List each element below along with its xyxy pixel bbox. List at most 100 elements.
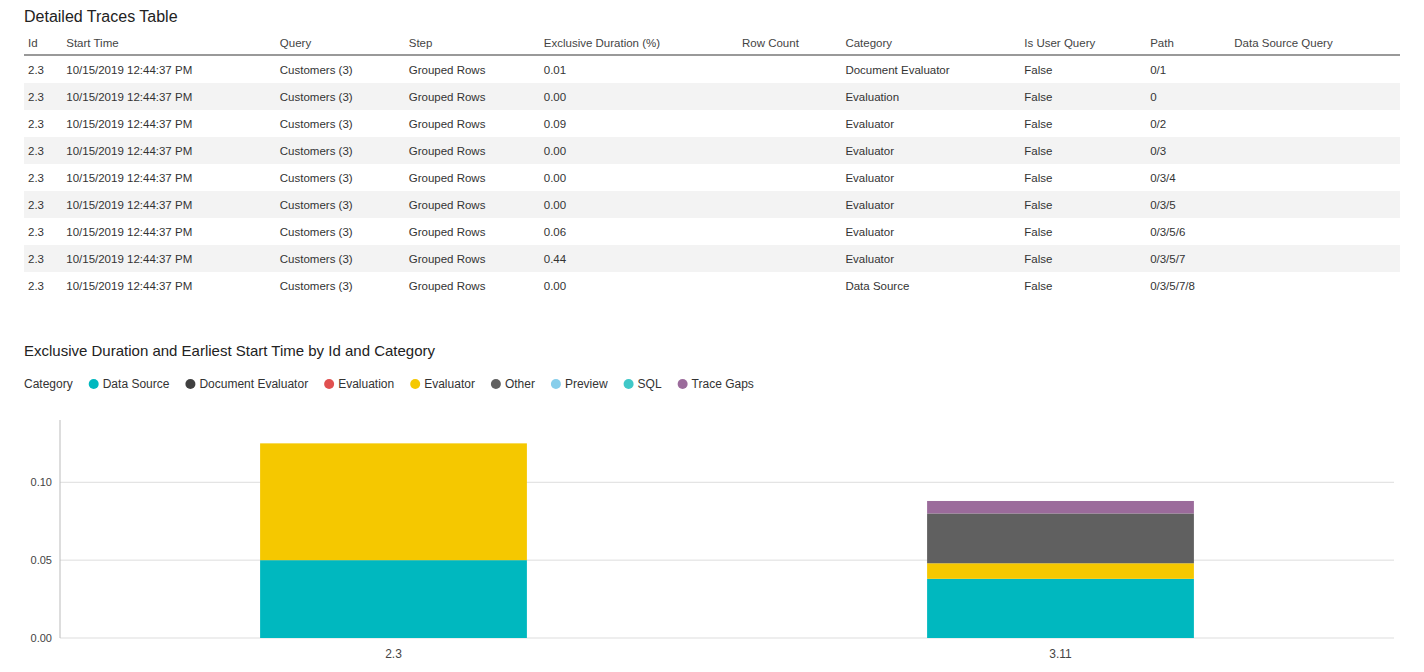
legend-label: Evaluator — [424, 377, 475, 391]
table-cell: 2.3 — [24, 110, 62, 137]
table-cell: 0.44 — [540, 245, 738, 272]
y-tick-label: 0.05 — [31, 554, 52, 566]
table-row: 2.310/15/2019 12:44:37 PMCustomers (3)Gr… — [24, 55, 1400, 83]
table-row: 2.310/15/2019 12:44:37 PMCustomers (3)Gr… — [24, 218, 1400, 245]
column-header: Row Count — [738, 32, 841, 55]
table-cell: 0/3/5 — [1146, 191, 1230, 218]
table-cell: 0.00 — [540, 272, 738, 299]
table-cell — [738, 55, 841, 83]
table-cell: 2.3 — [24, 55, 62, 83]
table-cell: Customers (3) — [276, 218, 405, 245]
table-cell: False — [1020, 83, 1146, 110]
bar-segment — [260, 560, 527, 638]
table-cell — [1230, 218, 1400, 245]
table-cell — [1230, 83, 1400, 110]
column-header: Exclusive Duration (%) — [540, 32, 738, 55]
column-header: Step — [405, 32, 540, 55]
table-cell: Data Source — [841, 272, 1020, 299]
bar-segment — [927, 513, 1194, 563]
table-cell: 0 — [1146, 83, 1230, 110]
table-cell: 2.3 — [24, 137, 62, 164]
column-header: Is User Query — [1020, 32, 1146, 55]
table-cell: 0.00 — [540, 137, 738, 164]
legend-swatch — [491, 379, 501, 389]
table-cell: 0.01 — [540, 55, 738, 83]
column-header: Data Source Query — [1230, 32, 1400, 55]
table-cell: Evaluator — [841, 191, 1020, 218]
chart-title: Exclusive Duration and Earliest Start Ti… — [24, 342, 436, 359]
table-cell: Evaluation — [841, 83, 1020, 110]
table-cell — [1230, 191, 1400, 218]
table-cell — [1230, 245, 1400, 272]
table-row: 2.310/15/2019 12:44:37 PMCustomers (3)Gr… — [24, 191, 1400, 218]
header-row: IdStart TimeQueryStepExclusive Duration … — [24, 32, 1400, 55]
table: IdStart TimeQueryStepExclusive Duration … — [24, 32, 1400, 299]
legend-label: Trace Gaps — [692, 377, 754, 391]
y-axis-line — [60, 420, 61, 638]
table-cell: 10/15/2019 12:44:37 PM — [62, 218, 276, 245]
table-cell: Grouped Rows — [405, 245, 540, 272]
table-cell: False — [1020, 191, 1146, 218]
legend-swatch — [410, 379, 420, 389]
table-cell — [738, 110, 841, 137]
table-cell: False — [1020, 55, 1146, 83]
table-row: 2.310/15/2019 12:44:37 PMCustomers (3)Gr… — [24, 245, 1400, 272]
table-cell: 0.06 — [540, 218, 738, 245]
table-cell: Customers (3) — [276, 164, 405, 191]
table-cell: 0/3/4 — [1146, 164, 1230, 191]
table-title: Detailed Traces Table — [24, 8, 1400, 26]
legend-label: Other — [505, 377, 535, 391]
table-cell: 10/15/2019 12:44:37 PM — [62, 83, 276, 110]
bar-segment — [260, 443, 527, 560]
table-cell: Grouped Rows — [405, 218, 540, 245]
table-row: 2.310/15/2019 12:44:37 PMCustomers (3)Gr… — [24, 83, 1400, 110]
x-tick-label: 3.11 — [1049, 647, 1072, 661]
table-cell: 10/15/2019 12:44:37 PM — [62, 245, 276, 272]
bar-chart: Exclusive Duration and Earliest Start Ti… — [0, 330, 1424, 672]
bar-segment — [260, 443, 527, 444]
column-header: Start Time — [62, 32, 276, 55]
table-cell — [738, 272, 841, 299]
table-cell — [738, 83, 841, 110]
column-header: Query — [276, 32, 405, 55]
table-cell: 10/15/2019 12:44:37 PM — [62, 137, 276, 164]
table-cell: Grouped Rows — [405, 191, 540, 218]
table-cell: Evaluator — [841, 245, 1020, 272]
table-cell: 10/15/2019 12:44:37 PM — [62, 272, 276, 299]
table-cell: Customers (3) — [276, 55, 405, 83]
legend-swatch — [551, 379, 561, 389]
table-cell: 0.09 — [540, 110, 738, 137]
table-cell: False — [1020, 218, 1146, 245]
table-cell: 0/2 — [1146, 110, 1230, 137]
table-cell: 2.3 — [24, 272, 62, 299]
legend-swatch — [89, 379, 99, 389]
table-cell: 0/1 — [1146, 55, 1230, 83]
table-cell — [1230, 272, 1400, 299]
table-row: 2.310/15/2019 12:44:37 PMCustomers (3)Gr… — [24, 272, 1400, 299]
table-cell — [1230, 55, 1400, 83]
table-cell: 0/3 — [1146, 137, 1230, 164]
table-cell — [1230, 110, 1400, 137]
table-body: 2.310/15/2019 12:44:37 PMCustomers (3)Gr… — [24, 55, 1400, 299]
table-cell — [738, 191, 841, 218]
table-cell: Evaluator — [841, 218, 1020, 245]
table-cell: 2.3 — [24, 218, 62, 245]
legend-label: Preview — [565, 377, 608, 391]
legend-swatch — [624, 379, 634, 389]
table-cell: Evaluator — [841, 137, 1020, 164]
x-tick-label: 2.3 — [385, 647, 402, 661]
table-cell — [1230, 164, 1400, 191]
table-panel: Detailed Traces Table IdStart TimeQuerySt… — [0, 0, 1424, 330]
table-cell: 10/15/2019 12:44:37 PM — [62, 55, 276, 83]
table-cell: 10/15/2019 12:44:37 PM — [62, 164, 276, 191]
table-cell: 0.00 — [540, 164, 738, 191]
table-head: IdStart TimeQueryStepExclusive Duration … — [24, 32, 1400, 55]
table-cell: 0.00 — [540, 83, 738, 110]
bar-segment — [927, 501, 1194, 513]
legend-title: Category — [24, 377, 73, 391]
column-header: Id — [24, 32, 62, 55]
column-header: Category — [841, 32, 1020, 55]
table-cell: Customers (3) — [276, 137, 405, 164]
table-cell: Evaluator — [841, 110, 1020, 137]
table-cell — [1230, 137, 1400, 164]
